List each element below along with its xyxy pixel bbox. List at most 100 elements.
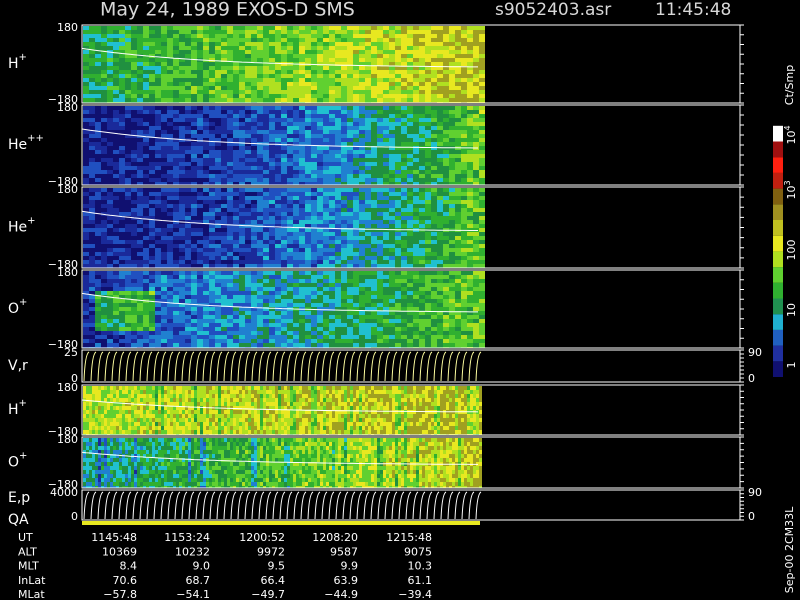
cell — [413, 58, 419, 62]
cell — [431, 122, 437, 126]
cell — [131, 327, 137, 331]
cell — [365, 220, 371, 224]
cell — [167, 244, 173, 248]
cell — [365, 50, 371, 54]
cell — [257, 279, 263, 283]
cell — [287, 122, 293, 126]
cell — [131, 311, 137, 315]
cell — [365, 260, 371, 264]
cell — [395, 146, 401, 150]
cell — [371, 170, 377, 174]
cell — [131, 110, 137, 114]
cell — [125, 130, 131, 134]
cell — [413, 240, 419, 244]
cell — [179, 110, 185, 114]
cell — [311, 134, 317, 138]
cell — [347, 38, 353, 42]
cell — [155, 335, 161, 339]
cell — [455, 158, 461, 162]
cell — [233, 319, 239, 323]
cell — [239, 138, 245, 142]
cell — [305, 106, 311, 110]
cell — [371, 30, 377, 34]
cell — [209, 138, 215, 142]
cell — [311, 224, 317, 228]
cell — [305, 275, 311, 279]
cell — [293, 178, 299, 182]
cell — [221, 311, 227, 315]
cell — [437, 90, 443, 94]
cell — [317, 212, 323, 216]
cell — [251, 228, 257, 232]
cell — [155, 212, 161, 216]
cell — [185, 331, 191, 335]
cell — [371, 236, 377, 240]
cell — [161, 204, 167, 208]
cell — [233, 232, 239, 236]
cell — [407, 192, 413, 196]
cell — [407, 248, 413, 252]
cell — [185, 204, 191, 208]
cell — [467, 216, 473, 220]
cell — [419, 204, 425, 208]
cell — [203, 319, 209, 323]
cell — [113, 90, 119, 94]
cell — [137, 78, 143, 82]
cell — [395, 248, 401, 252]
cell — [221, 26, 227, 30]
cell — [107, 34, 113, 38]
cell — [215, 248, 221, 252]
cell — [257, 248, 263, 252]
cell — [287, 70, 293, 74]
cell — [203, 220, 209, 224]
cell — [365, 182, 371, 185]
cell — [383, 126, 389, 130]
cell — [347, 192, 353, 196]
cell — [227, 78, 233, 82]
cell — [329, 244, 335, 248]
cell — [251, 327, 257, 331]
cell — [353, 256, 359, 260]
cell — [401, 142, 407, 146]
cell — [215, 62, 221, 66]
cell — [161, 228, 167, 232]
cell — [299, 30, 305, 34]
cell — [389, 114, 395, 118]
cell — [383, 248, 389, 252]
cell — [185, 311, 191, 315]
cell — [323, 204, 329, 208]
cell — [377, 192, 383, 196]
cell — [233, 196, 239, 200]
cell — [293, 236, 299, 240]
cell — [233, 299, 239, 303]
cell — [383, 86, 389, 90]
cell — [257, 162, 263, 166]
cell — [191, 271, 197, 275]
cell — [245, 58, 251, 62]
cell — [401, 174, 407, 178]
cell — [245, 138, 251, 142]
cell — [209, 134, 215, 138]
cell — [191, 335, 197, 339]
cell — [257, 110, 263, 114]
cell — [131, 178, 137, 182]
cell — [119, 106, 125, 110]
cell — [347, 118, 353, 122]
cell — [275, 319, 281, 323]
cell — [143, 86, 149, 90]
cell — [161, 26, 167, 30]
cell — [143, 319, 149, 323]
cell — [305, 295, 311, 299]
cell — [329, 319, 335, 323]
cell — [467, 94, 473, 98]
cell — [95, 170, 101, 174]
cell — [161, 208, 167, 212]
cell — [161, 295, 167, 299]
cell — [83, 78, 89, 82]
cell — [101, 58, 107, 62]
cell — [239, 216, 245, 220]
cell — [227, 287, 233, 291]
cell — [293, 196, 299, 200]
cell — [185, 264, 191, 268]
